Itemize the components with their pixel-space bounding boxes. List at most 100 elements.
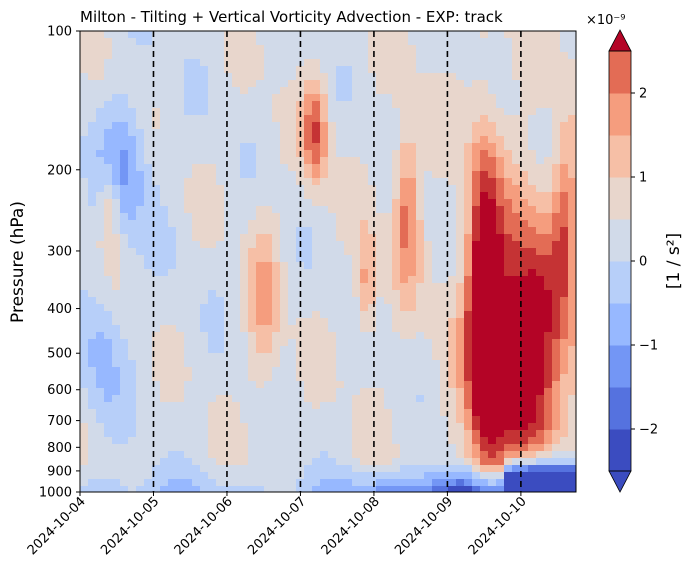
field-cell bbox=[448, 220, 457, 228]
field-cell bbox=[88, 52, 97, 60]
field-cell bbox=[88, 115, 97, 123]
field-cell bbox=[144, 178, 153, 186]
field-cell bbox=[304, 332, 313, 340]
field-cell bbox=[176, 346, 185, 354]
field-cell bbox=[256, 444, 265, 452]
field-cell bbox=[456, 143, 465, 151]
field-cell bbox=[312, 381, 321, 389]
field-cell bbox=[512, 353, 521, 361]
field-cell bbox=[336, 150, 345, 158]
field-cell bbox=[88, 171, 97, 179]
field-cell bbox=[216, 262, 225, 270]
field-cell bbox=[264, 269, 273, 277]
field-cell bbox=[528, 31, 537, 39]
field-cell bbox=[560, 38, 569, 46]
field-cell bbox=[264, 311, 273, 319]
field-cell bbox=[224, 458, 233, 466]
field-cell bbox=[216, 472, 225, 480]
field-cell bbox=[528, 444, 537, 452]
field-cell bbox=[376, 115, 385, 123]
field-cell bbox=[368, 458, 377, 466]
field-cell bbox=[216, 395, 225, 403]
field-cell bbox=[536, 87, 545, 95]
field-cell bbox=[232, 206, 241, 214]
field-cell bbox=[304, 66, 313, 74]
field-cell bbox=[88, 220, 97, 228]
field-cell bbox=[104, 115, 113, 123]
colorbar-label: [1 / s²] bbox=[664, 233, 684, 289]
field-cell bbox=[312, 80, 321, 88]
field-cell bbox=[232, 220, 241, 228]
field-cell bbox=[424, 59, 433, 67]
field-cell bbox=[208, 304, 217, 312]
field-cell bbox=[408, 66, 417, 74]
field-cell bbox=[176, 199, 185, 207]
field-cell bbox=[192, 206, 201, 214]
colorbar-under-arrow bbox=[608, 470, 632, 493]
field-cell bbox=[232, 332, 241, 340]
field-cell bbox=[440, 234, 449, 242]
field-cell bbox=[360, 164, 369, 172]
field-cell bbox=[472, 388, 481, 396]
field-cell bbox=[88, 437, 97, 445]
field-cell bbox=[504, 486, 513, 492]
field-cell bbox=[80, 458, 89, 466]
field-cell bbox=[424, 136, 433, 144]
field-cell bbox=[392, 150, 401, 158]
colorbar-tick-label: 2 bbox=[639, 87, 647, 102]
field-cell bbox=[168, 248, 177, 256]
field-cell bbox=[88, 227, 97, 235]
field-cell bbox=[536, 206, 545, 214]
field-cell bbox=[320, 164, 329, 172]
field-cell bbox=[216, 255, 225, 263]
field-cell bbox=[456, 115, 465, 123]
field-cell bbox=[504, 80, 513, 88]
field-cell bbox=[536, 332, 545, 340]
field-cell bbox=[240, 171, 249, 179]
field-cell bbox=[464, 381, 473, 389]
field-cell bbox=[272, 367, 281, 375]
field-cell bbox=[408, 276, 417, 284]
field-cell bbox=[472, 31, 481, 39]
field-cell bbox=[96, 360, 105, 368]
field-cell bbox=[456, 423, 465, 431]
field-cell bbox=[272, 465, 281, 473]
field-cell bbox=[136, 220, 145, 228]
field-cell bbox=[200, 66, 209, 74]
field-cell bbox=[80, 437, 89, 445]
field-cell bbox=[480, 304, 489, 312]
field-cell bbox=[144, 290, 153, 298]
field-cell bbox=[80, 213, 89, 221]
field-cell bbox=[488, 255, 497, 263]
field-cell bbox=[400, 241, 409, 249]
field-cell bbox=[320, 248, 329, 256]
field-cell bbox=[248, 227, 257, 235]
field-cell bbox=[504, 241, 513, 249]
field-cell bbox=[144, 115, 153, 123]
field-cell bbox=[536, 115, 545, 123]
field-cell bbox=[352, 444, 361, 452]
field-cell bbox=[272, 199, 281, 207]
field-cell bbox=[424, 444, 433, 452]
field-cell bbox=[528, 52, 537, 60]
field-cell bbox=[88, 339, 97, 347]
field-cell bbox=[360, 472, 369, 480]
field-cell bbox=[392, 381, 401, 389]
field-cell bbox=[400, 486, 409, 492]
field-cell bbox=[160, 465, 169, 473]
field-cell bbox=[392, 192, 401, 200]
field-cell bbox=[568, 318, 576, 326]
field-cell bbox=[320, 115, 329, 123]
field-cell bbox=[328, 458, 337, 466]
field-cell bbox=[128, 143, 137, 151]
field-cell bbox=[528, 346, 537, 354]
field-cell bbox=[200, 192, 209, 200]
field-cell bbox=[280, 87, 289, 95]
field-cell bbox=[232, 255, 241, 263]
field-cell bbox=[168, 80, 177, 88]
field-cell bbox=[376, 423, 385, 431]
field-cell bbox=[184, 150, 193, 158]
field-cell bbox=[232, 458, 241, 466]
field-cell bbox=[352, 31, 361, 39]
field-cell bbox=[312, 171, 321, 179]
